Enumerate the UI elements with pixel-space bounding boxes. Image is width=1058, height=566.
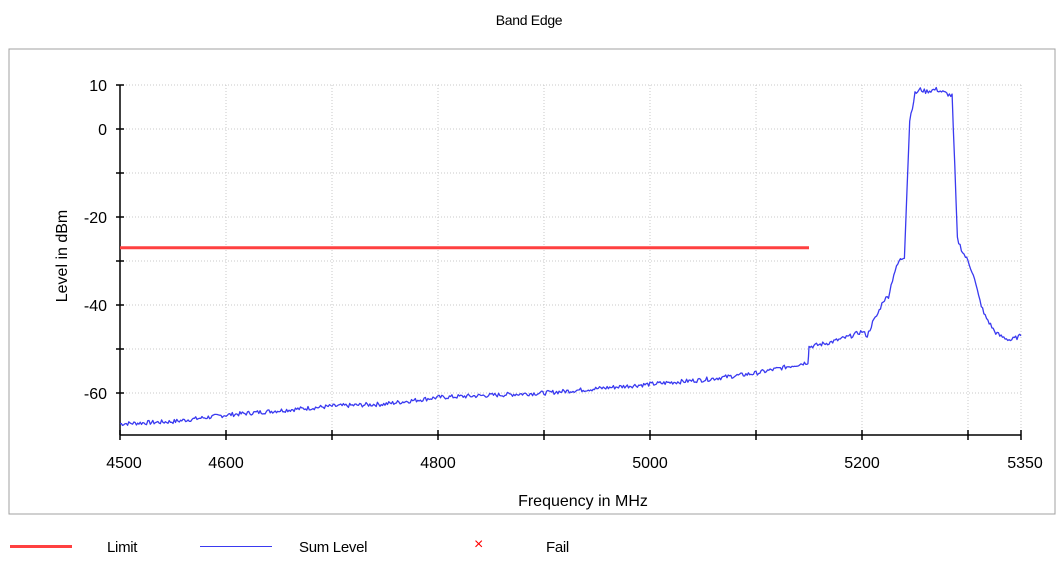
x-axis-title: Frequency in MHz <box>518 493 648 510</box>
legend-label-sum-level: Sum Level <box>299 539 368 556</box>
legend-label-fail: Fail <box>546 539 569 556</box>
x-tick-label: 5000 <box>632 455 668 472</box>
plot-frame <box>8 48 1056 515</box>
series-line-sum-level <box>119 86 1022 427</box>
axes: 10 0 -20 -40 -60 4500 4600 4800 5000 5200 5350 <box>84 78 1043 472</box>
legend-label-limit: Limit <box>107 539 138 556</box>
y-tick-label: -20 <box>84 210 107 227</box>
x-tick-label: 4600 <box>208 455 244 472</box>
y-tick-label: -40 <box>84 298 107 315</box>
x-tick-label: 5200 <box>844 455 880 472</box>
series-group <box>119 86 1022 427</box>
y-tick-label: -60 <box>84 386 107 403</box>
x-tick-label: 4500 <box>106 455 142 472</box>
chart-title: Band Edge <box>495 12 563 28</box>
chart-plot: 10 0 -20 -40 -60 4500 4600 4800 5000 5200 5350 Fre… <box>8 48 1056 515</box>
legend: Limit Sum Level × Fail <box>0 536 1058 566</box>
y-tick-label: 10 <box>89 78 107 95</box>
y-axis-title: Level in dBm <box>54 210 71 303</box>
x-tick-label: 4800 <box>420 455 456 472</box>
legend-swatch-sum-level <box>200 546 272 547</box>
x-tick-label: 5350 <box>1007 455 1043 472</box>
legend-swatch-limit <box>10 545 72 548</box>
y-tick-label: 0 <box>98 122 107 139</box>
fail-cross-icon: × <box>474 536 484 553</box>
grid <box>120 84 1022 435</box>
